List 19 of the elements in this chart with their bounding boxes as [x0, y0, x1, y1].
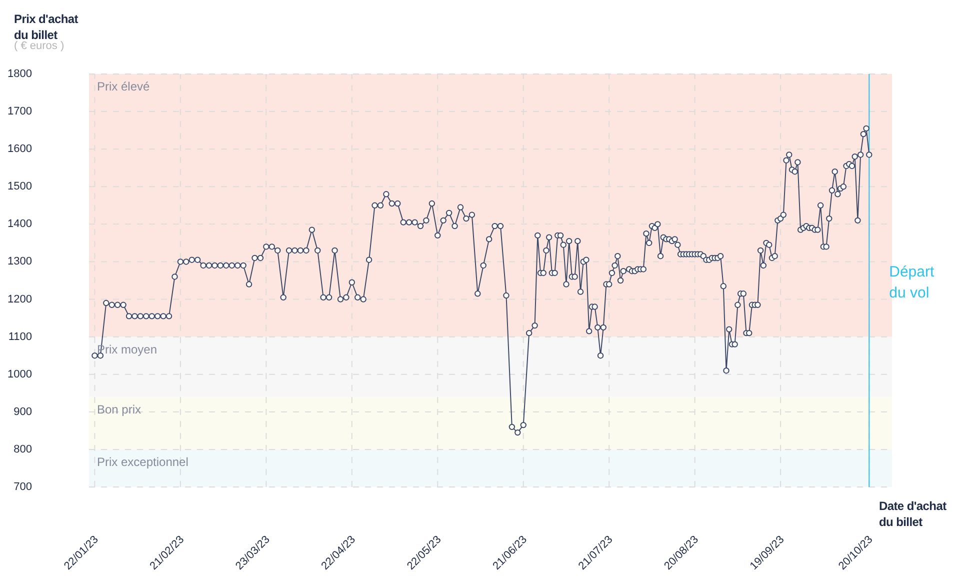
band-label: Bon prix: [97, 402, 142, 416]
y-tick-label: 800: [14, 443, 32, 456]
y-tick-label: 1500: [8, 180, 32, 193]
y-tick-label: 1600: [8, 143, 32, 156]
band-label: Prix exceptionnel: [97, 454, 188, 469]
y-axis-title: Prix d'achat du billet: [14, 11, 80, 42]
y-tick-label: 1800: [8, 68, 32, 80]
ref-line-label: Départ du vol: [889, 263, 935, 302]
band-label: Prix élevé: [97, 80, 150, 94]
y-tick-label: 1400: [8, 218, 32, 230]
y-tick-label: 1700: [8, 106, 32, 118]
y-tick-label: 1300: [8, 256, 32, 268]
y-tick-label: 700: [14, 481, 32, 493]
y-tick-label: 1200: [8, 293, 32, 306]
y-tick-label: 900: [14, 406, 32, 418]
y-tick-label: 1100: [8, 330, 32, 343]
x-axis-title: Date d'achat du billet: [879, 498, 948, 530]
text: ( € euros ): [14, 40, 64, 52]
y-tick-label: 1000: [8, 368, 32, 380]
